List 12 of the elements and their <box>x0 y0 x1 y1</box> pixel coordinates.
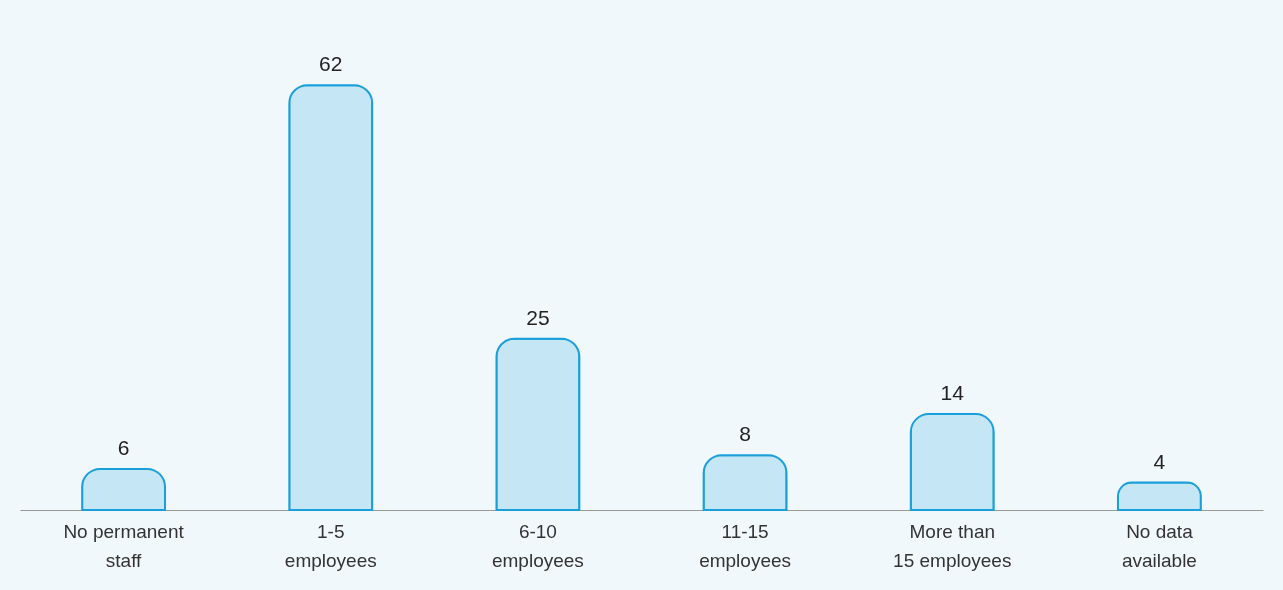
x-tick-label: 11-15 employees <box>699 520 792 571</box>
data-label: 25 <box>526 305 550 329</box>
data-label: 4 <box>1153 449 1166 473</box>
data-label: 8 <box>739 422 751 446</box>
data-label: 62 <box>319 52 343 76</box>
x-tick-label: 6-10 employees <box>491 520 584 571</box>
x-tick-label: More than 15 employees <box>893 520 1012 571</box>
data-label: 14 <box>940 381 965 405</box>
x-tick-label: 1-5 employees <box>284 520 377 571</box>
x-tick-label: No permanent staff <box>63 520 185 571</box>
x-tick-label: No data available <box>1121 520 1197 571</box>
data-label: 6 <box>117 435 130 459</box>
